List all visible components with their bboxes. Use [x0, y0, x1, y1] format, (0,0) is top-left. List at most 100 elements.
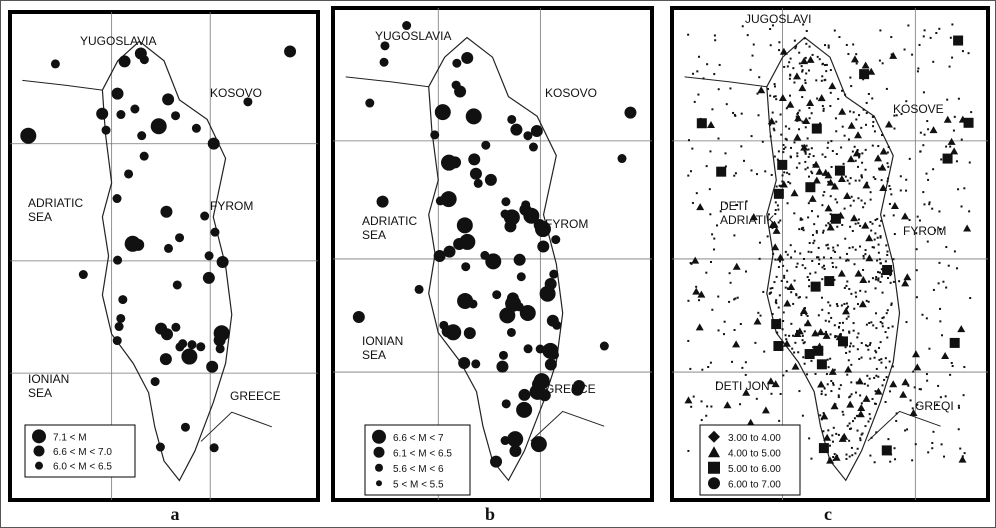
epicentre	[862, 394, 871, 402]
epicentre	[706, 120, 715, 128]
epicentre	[782, 147, 785, 150]
epicentre	[756, 92, 759, 95]
epicentre	[20, 127, 37, 144]
epicentre	[852, 43, 855, 46]
epicentre	[795, 166, 798, 169]
epicentre	[925, 317, 928, 320]
epicentre	[892, 214, 895, 217]
epicentre	[805, 42, 808, 45]
epicentre	[380, 41, 390, 51]
epicentre	[826, 383, 829, 386]
panel-label: c	[824, 504, 832, 524]
epicentre	[873, 461, 876, 464]
epicentre	[787, 282, 796, 290]
place-name: FYROM	[545, 217, 588, 231]
epicentre	[855, 377, 864, 385]
epicentre	[767, 87, 770, 90]
epicentre	[860, 174, 863, 177]
epicentre	[530, 125, 543, 138]
epicentre	[817, 246, 820, 249]
epicentre	[789, 156, 792, 159]
epicentre	[879, 281, 882, 284]
epicentre	[848, 439, 851, 442]
epicentre	[799, 217, 802, 220]
epicentre	[815, 231, 818, 234]
epicentre	[533, 373, 550, 390]
epicentre	[175, 233, 185, 243]
epicentre	[800, 143, 809, 151]
epicentre	[150, 118, 167, 135]
epicentre	[835, 303, 838, 306]
epicentre	[849, 110, 852, 113]
epicentre	[853, 307, 856, 310]
epicentre	[782, 167, 785, 170]
epicentre	[795, 293, 798, 296]
epicentre	[734, 297, 737, 300]
epicentre	[804, 168, 807, 171]
epicentre	[521, 200, 531, 210]
epicentre	[856, 429, 859, 432]
epicentre	[807, 175, 810, 178]
epicentre	[927, 178, 930, 181]
epicentre	[824, 204, 833, 212]
epicentre	[818, 58, 821, 61]
epicentre	[802, 229, 805, 232]
epicentre	[798, 128, 801, 131]
epicentre	[689, 262, 692, 265]
epicentre	[865, 112, 868, 115]
epicentre	[877, 243, 880, 246]
epicentre	[846, 424, 849, 427]
epicentre	[797, 296, 800, 299]
epicentre	[458, 357, 471, 370]
epicentre	[857, 197, 860, 200]
epicentre	[821, 168, 830, 176]
epicentre	[789, 182, 792, 185]
epicentre	[181, 348, 198, 365]
epicentre	[812, 160, 821, 168]
epicentre	[905, 321, 908, 324]
panel-border	[8, 10, 320, 502]
epicentre	[833, 29, 836, 32]
epicentre	[871, 222, 874, 225]
epicentre	[845, 43, 848, 46]
epicentre	[816, 55, 819, 58]
epicentre	[696, 118, 707, 129]
epicentre	[878, 224, 881, 227]
epicentre	[778, 184, 781, 187]
epicentre	[783, 171, 786, 174]
epicentre	[880, 268, 883, 271]
epicentre	[713, 73, 716, 76]
epicentre	[858, 114, 861, 117]
epicentre	[853, 263, 856, 266]
epicentre	[137, 131, 147, 141]
epicentre	[826, 223, 835, 231]
legend-symbol	[376, 480, 382, 487]
epicentre	[916, 403, 919, 406]
epicentre	[790, 146, 793, 149]
place-name: ADRIATIK	[720, 213, 774, 227]
epicentre	[811, 172, 814, 175]
epicentre	[865, 323, 868, 326]
epicentre	[523, 344, 533, 354]
epicentre	[790, 189, 799, 197]
epicentre	[792, 302, 795, 305]
epicentre	[827, 429, 830, 432]
epicentre	[889, 460, 892, 463]
epicentre	[953, 250, 956, 253]
epicentre	[872, 324, 875, 327]
epicentre	[724, 152, 727, 155]
epicentre	[812, 164, 815, 167]
epicentre	[884, 331, 887, 334]
epicentre	[815, 256, 818, 259]
epicentre	[706, 405, 709, 408]
epicentre	[866, 345, 869, 348]
epicentre	[879, 235, 882, 238]
epicentre	[118, 295, 128, 305]
epicentre	[180, 422, 190, 432]
epicentre	[885, 376, 888, 379]
epicentre	[914, 443, 917, 446]
epicentre	[829, 213, 832, 216]
coast-line	[22, 79, 272, 442]
epicentre	[754, 341, 757, 344]
